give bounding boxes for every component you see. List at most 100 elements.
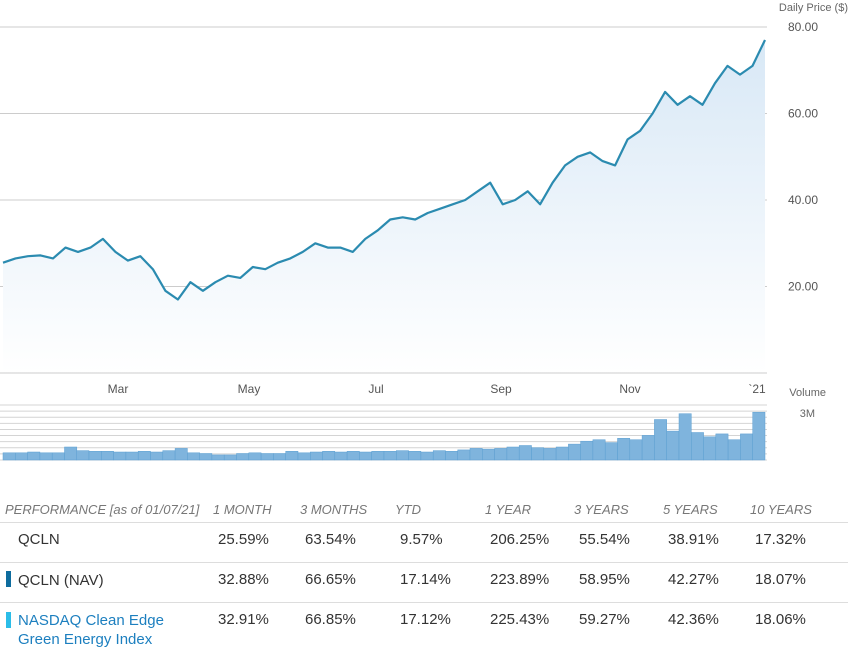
volume-bar — [421, 452, 433, 460]
table-row: QCLN 25.59% 63.54% 9.57% 206.25% 55.54% … — [0, 523, 848, 563]
volume-bar — [163, 451, 175, 460]
cell: 55.54% — [569, 523, 658, 563]
volume-bar — [519, 446, 531, 461]
volume-bar — [187, 453, 199, 460]
volume-bar — [249, 453, 261, 460]
volume-bar — [52, 453, 64, 460]
performance-table: PERFORMANCE [as of 01/07/21] 1 MONTH 3 M… — [0, 496, 848, 649]
volume-bar — [89, 451, 101, 460]
y-axis-label: Daily Price ($) — [779, 2, 848, 14]
volume-bar — [556, 447, 568, 460]
x-tick-label: May — [238, 382, 261, 396]
volume-bar — [507, 447, 519, 460]
index-link[interactable]: NASDAQ Clean Edge Green Energy Index — [18, 612, 164, 648]
performance-header-row: PERFORMANCE [as of 01/07/21] 1 MONTH 3 M… — [0, 496, 848, 523]
volume-bar — [618, 438, 630, 460]
volume-bar — [679, 414, 691, 460]
volume-bar — [495, 448, 507, 460]
col-1-year: 1 YEAR — [480, 496, 569, 523]
volume-bar — [532, 448, 544, 460]
volume-bar — [298, 453, 310, 460]
price-area — [3, 40, 765, 373]
volume-bar — [237, 454, 249, 461]
cell: 17.32% — [745, 523, 848, 563]
volume-bar — [654, 420, 666, 461]
volume-bar — [286, 451, 298, 460]
cell: 9.57% — [390, 523, 480, 563]
volume-bar — [151, 452, 163, 460]
nav-swatch — [6, 571, 11, 587]
volume-bar — [372, 451, 384, 460]
col-ytd: YTD — [390, 496, 480, 523]
volume-axis-label: Volume — [789, 387, 826, 399]
cell: 42.27% — [658, 563, 745, 603]
x-tick-label: Jul — [368, 382, 383, 396]
col-3-months: 3 MONTHS — [295, 496, 390, 523]
volume-bar — [323, 451, 335, 460]
row-name: QCLN (NAV) — [0, 563, 208, 603]
cell: 63.54% — [295, 523, 390, 563]
volume-bar — [212, 455, 224, 460]
volume-bar — [740, 434, 752, 460]
volume-bar — [138, 451, 150, 460]
volume-bar — [384, 451, 396, 460]
volume-bar — [458, 450, 470, 460]
col-3-years: 3 YEARS — [569, 496, 658, 523]
row-name: NASDAQ Clean Edge Green Energy Index — [0, 603, 208, 649]
volume-bar — [15, 453, 27, 460]
performance-title: PERFORMANCE [as of 01/07/21] — [0, 496, 208, 523]
volume-bar — [114, 452, 126, 460]
volume-bar — [101, 451, 113, 460]
volume-bar — [704, 437, 716, 460]
volume-bar — [347, 451, 359, 460]
volume-bar — [359, 452, 371, 460]
cell: 225.43% — [480, 603, 569, 649]
volume-bar — [470, 448, 482, 460]
index-swatch — [6, 612, 11, 628]
volume-bar — [433, 451, 445, 460]
volume-bar — [40, 453, 52, 460]
y-tick-labels: 20.00 40.00 60.00 80.00 — [788, 20, 818, 294]
x-tick-label: Mar — [108, 382, 129, 396]
volume-bar — [630, 440, 642, 460]
volume-bar — [273, 454, 285, 461]
cell: 17.14% — [390, 563, 480, 603]
cell: 18.07% — [745, 563, 848, 603]
volume-bar — [28, 452, 40, 460]
volume-bar — [396, 451, 408, 460]
volume-bar — [3, 453, 15, 460]
volume-bar — [691, 433, 703, 461]
cell: 25.59% — [208, 523, 295, 563]
volume-bar — [65, 447, 77, 460]
volume-bar — [126, 452, 138, 460]
cell: 223.89% — [480, 563, 569, 603]
table-row: NASDAQ Clean Edge Green Energy Index 32.… — [0, 603, 848, 649]
x-tick-label: Sep — [490, 382, 512, 396]
volume-bar — [77, 451, 89, 460]
cell: 38.91% — [658, 523, 745, 563]
col-10-years: 10 YEARS — [745, 496, 848, 523]
price-chart: Daily Price ($) 20.00 40.00 60.00 80.00 Mar… — [0, 0, 862, 470]
volume-bar — [716, 434, 728, 460]
cell: 32.88% — [208, 563, 295, 603]
cell: 58.95% — [569, 563, 658, 603]
row-name: QCLN — [0, 523, 208, 563]
y-tick-label: 40.00 — [788, 193, 818, 207]
col-1-month: 1 MONTH — [208, 496, 295, 523]
volume-bar — [261, 454, 273, 461]
y-tick-label: 20.00 — [788, 280, 818, 294]
cell: 66.65% — [295, 563, 390, 603]
volume-bar — [667, 431, 679, 460]
volume-bar — [728, 440, 740, 460]
cell: 32.91% — [208, 603, 295, 649]
volume-bar — [175, 448, 187, 460]
volume-bar — [446, 451, 458, 460]
volume-bar — [335, 452, 347, 460]
volume-bar — [544, 448, 556, 460]
volume-bar — [581, 441, 593, 460]
y-tick-label: 80.00 — [788, 20, 818, 34]
volume-bar — [482, 449, 494, 460]
volume-bar — [200, 454, 212, 461]
y-tick-label: 60.00 — [788, 107, 818, 121]
